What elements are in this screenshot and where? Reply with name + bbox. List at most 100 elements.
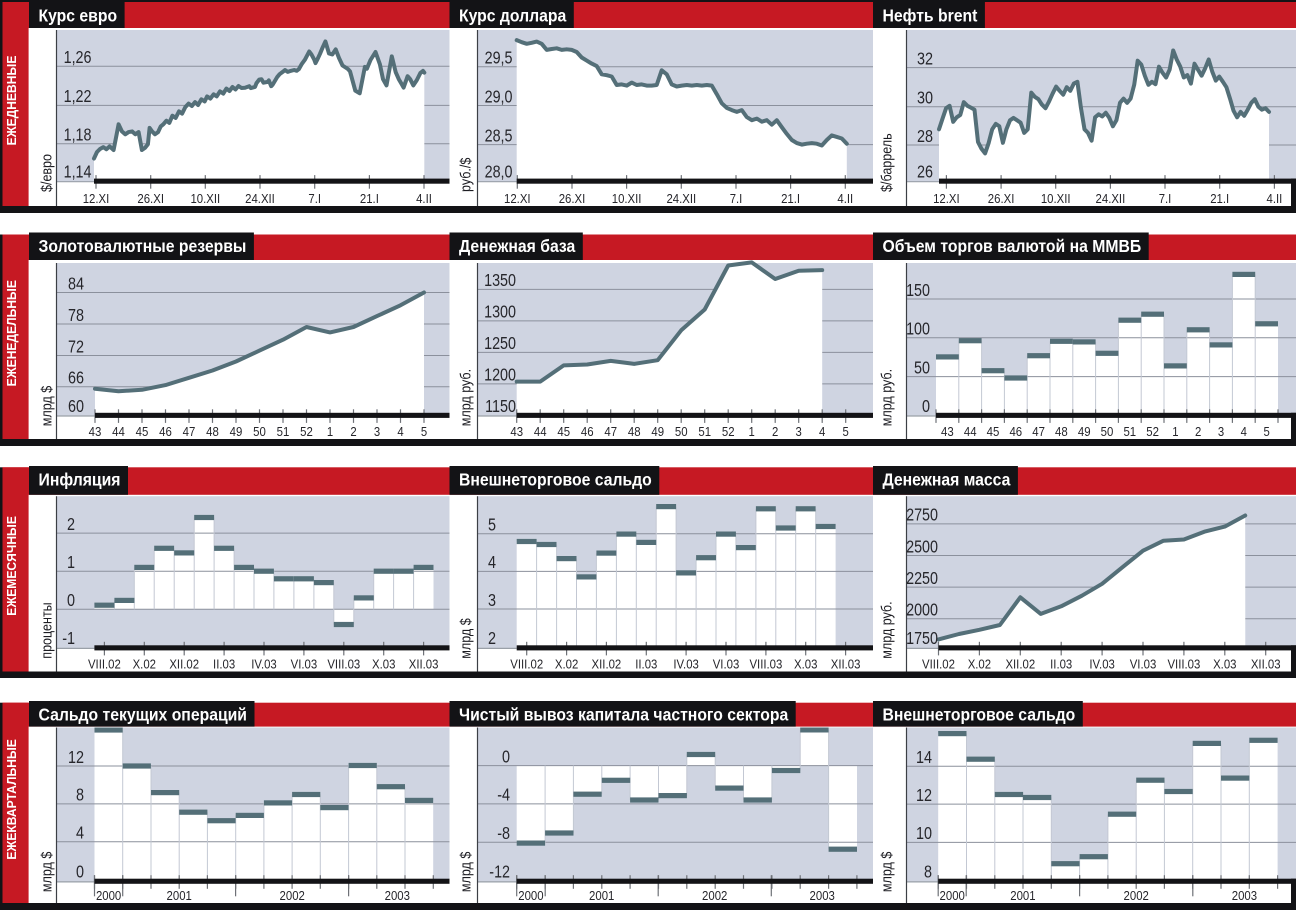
svg-text:45: 45 [136, 424, 149, 439]
svg-text:Внешнеторговое сальдо: Внешнеторговое сальдо [459, 470, 652, 490]
svg-text:3: 3 [374, 424, 380, 439]
svg-text:ЕЖЕМЕСЯЧНЫЕ: ЕЖЕМЕСЯЧНЫЕ [4, 516, 19, 616]
svg-text:2: 2 [1195, 424, 1201, 439]
svg-text:$/евро: $/евро [39, 154, 56, 192]
svg-text:1: 1 [1172, 424, 1178, 439]
svg-text:28,0: 28,0 [485, 162, 513, 182]
svg-text:IV.03: IV.03 [1089, 657, 1115, 672]
svg-text:4: 4 [76, 823, 84, 843]
svg-text:52: 52 [300, 424, 313, 439]
svg-text:100: 100 [906, 319, 930, 339]
svg-text:руб./$: руб./$ [458, 157, 475, 192]
svg-text:II.03: II.03 [635, 657, 657, 672]
svg-text:7.I: 7.I [308, 191, 321, 206]
svg-text:1: 1 [327, 424, 333, 439]
svg-text:12.XI: 12.XI [933, 191, 960, 206]
svg-text:51: 51 [698, 424, 711, 439]
svg-text:2000: 2000 [518, 888, 543, 903]
svg-text:млрд руб.: млрд руб. [879, 601, 896, 658]
svg-text:32: 32 [917, 48, 933, 68]
svg-text:VIII.03: VIII.03 [749, 657, 782, 672]
svg-text:46: 46 [159, 424, 172, 439]
svg-text:4: 4 [397, 424, 403, 439]
svg-text:5: 5 [488, 515, 496, 535]
svg-text:2500: 2500 [906, 536, 938, 556]
svg-text:2003: 2003 [1232, 888, 1257, 903]
svg-text:Чистый вывоз капитала частного: Чистый вывоз капитала частного сектора [459, 705, 788, 725]
svg-text:VI.03: VI.03 [1130, 657, 1157, 672]
svg-text:48: 48 [628, 424, 641, 439]
svg-text:Золотовалютные резервы: Золотовалютные резервы [39, 236, 247, 256]
svg-text:47: 47 [604, 424, 617, 439]
svg-text:51: 51 [277, 424, 290, 439]
svg-text:ЕЖЕДНЕВНЫЕ: ЕЖЕДНЕВНЫЕ [4, 55, 19, 145]
svg-text:1: 1 [749, 424, 755, 439]
svg-text:4.II: 4.II [416, 191, 432, 206]
svg-text:44: 44 [964, 424, 977, 439]
svg-text:50: 50 [253, 424, 266, 439]
svg-text:7.I: 7.I [1159, 191, 1172, 206]
svg-text:44: 44 [112, 424, 125, 439]
svg-text:0: 0 [67, 590, 75, 610]
svg-text:5: 5 [421, 424, 427, 439]
svg-text:2: 2 [350, 424, 356, 439]
svg-text:проценты: проценты [39, 602, 56, 658]
svg-text:XII.02: XII.02 [169, 657, 199, 672]
svg-text:43: 43 [510, 424, 523, 439]
svg-text:52: 52 [722, 424, 735, 439]
svg-text:12.XI: 12.XI [83, 191, 110, 206]
svg-text:50: 50 [914, 357, 930, 377]
svg-text:XII.02: XII.02 [1005, 657, 1035, 672]
svg-text:1250: 1250 [484, 333, 516, 353]
svg-text:43: 43 [89, 424, 102, 439]
svg-text:2003: 2003 [385, 888, 410, 903]
svg-text:72: 72 [68, 336, 84, 356]
svg-text:2002: 2002 [1124, 888, 1149, 903]
svg-text:14: 14 [916, 747, 932, 767]
svg-text:8: 8 [76, 785, 84, 805]
svg-text:$/баррель: $/баррель [879, 133, 896, 192]
svg-text:VI.03: VI.03 [291, 657, 318, 672]
svg-text:4: 4 [819, 424, 825, 439]
svg-text:46: 46 [581, 424, 594, 439]
svg-text:50: 50 [675, 424, 688, 439]
svg-text:2000: 2000 [96, 888, 121, 903]
svg-text:Объем торгов валютой на ММВБ: Объем торгов валютой на ММВБ [883, 236, 1142, 256]
svg-text:47: 47 [183, 424, 196, 439]
svg-text:млрд руб.: млрд руб. [458, 369, 475, 426]
svg-text:VIII.03: VIII.03 [327, 657, 360, 672]
svg-text:0: 0 [922, 396, 930, 416]
svg-text:84: 84 [68, 273, 84, 293]
svg-text:VIII.02: VIII.02 [88, 657, 121, 672]
svg-text:-8: -8 [497, 823, 510, 843]
svg-text:XII.03: XII.03 [831, 657, 861, 672]
svg-text:2: 2 [67, 514, 75, 534]
svg-text:II.03: II.03 [213, 657, 235, 672]
svg-text:1350: 1350 [484, 270, 516, 290]
svg-text:29,5: 29,5 [485, 48, 513, 68]
svg-text:4: 4 [488, 552, 496, 572]
svg-text:50: 50 [1101, 424, 1114, 439]
svg-text:1,18: 1,18 [64, 125, 92, 145]
svg-text:49: 49 [230, 424, 243, 439]
svg-text:млрд $: млрд $ [879, 851, 896, 892]
svg-text:26.XI: 26.XI [988, 191, 1015, 206]
svg-text:-4: -4 [497, 785, 510, 805]
svg-text:8: 8 [924, 862, 932, 882]
svg-text:2750: 2750 [906, 505, 938, 525]
svg-text:0: 0 [76, 862, 84, 882]
svg-text:0: 0 [502, 746, 510, 766]
svg-text:1200: 1200 [484, 365, 516, 385]
svg-text:49: 49 [651, 424, 664, 439]
svg-text:78: 78 [68, 305, 84, 325]
svg-text:26: 26 [917, 162, 933, 182]
svg-text:2001: 2001 [1010, 888, 1035, 903]
svg-text:X.03: X.03 [1213, 657, 1236, 672]
svg-text:млрд руб.: млрд руб. [879, 369, 896, 426]
svg-text:12: 12 [68, 747, 84, 767]
svg-text:4.II: 4.II [1267, 191, 1283, 206]
svg-text:II.03: II.03 [1050, 657, 1072, 672]
svg-text:VIII.03: VIII.03 [1167, 657, 1200, 672]
svg-text:45: 45 [557, 424, 570, 439]
svg-text:1750: 1750 [906, 628, 938, 648]
